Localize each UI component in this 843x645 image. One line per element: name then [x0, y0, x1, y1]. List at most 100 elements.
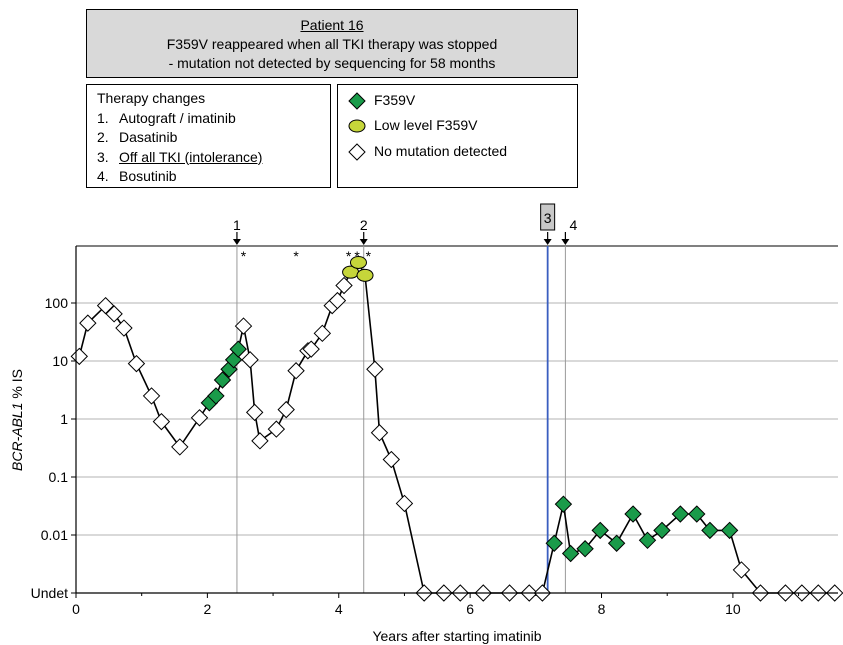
therapy-event-label: 4 — [569, 217, 577, 233]
therapy-event-box — [540, 203, 556, 231]
point-no-mutation — [142, 387, 161, 405]
point-no-mutation — [96, 296, 115, 315]
point-no-mutation — [395, 494, 414, 513]
point-no-mutation — [328, 291, 347, 310]
therapy-item: 2. Dasatinib — [97, 128, 330, 148]
legend-symbol-f359v — [348, 92, 366, 110]
point-f359v — [653, 521, 671, 540]
sequencing-asterisk: * — [354, 248, 360, 264]
legend-label-f359v: F359V — [374, 92, 416, 108]
point-no-mutation — [241, 351, 259, 369]
y-axis-title: BCR-ABL1 % IS — [9, 369, 25, 471]
sequencing-asterisk: * — [346, 248, 352, 264]
y-axis-title-unit: % IS — [9, 369, 25, 402]
point-no-mutation — [287, 362, 305, 380]
point-f359v — [229, 340, 247, 358]
point-no-mutation — [152, 412, 171, 431]
x-axis-title: Years after starting imatinib — [372, 628, 541, 644]
sequencing-asterisk: * — [366, 248, 372, 264]
therapy-item: 4. Bosutinib — [97, 167, 330, 187]
therapy-item: 1. Autograft / imatinib — [97, 109, 330, 129]
therapy-event-label: 1 — [233, 217, 241, 233]
therapy-item: 3. Off all TKI (intolerance) — [97, 148, 330, 168]
point-f359v — [638, 531, 657, 550]
x-tick-label: 4 — [335, 601, 343, 617]
y-tick-label: 0.01 — [41, 527, 68, 543]
point-no-mutation — [171, 438, 189, 456]
therapy-event-label: 2 — [360, 217, 368, 233]
therapy-changes-box: Therapy changes 1. Autograft / imatinib … — [86, 84, 331, 188]
therapy-item-number: 3. — [97, 148, 109, 165]
point-no-mutation — [127, 354, 146, 373]
x-tick-label: 2 — [203, 601, 211, 617]
point-no-mutation — [732, 561, 751, 579]
point-no-mutation — [70, 347, 88, 366]
point-no-mutation — [370, 424, 389, 442]
therapy-event-arrowhead — [232, 239, 241, 245]
legend-symbol-none — [348, 143, 366, 161]
point-f359v — [720, 521, 739, 540]
point-f359v — [701, 521, 719, 540]
point-f359v — [554, 495, 573, 513]
point-no-mutation — [277, 400, 295, 419]
y-axis-title-gene: BCR-ABL1 — [9, 403, 25, 471]
y-tick-label: 1 — [60, 411, 68, 427]
therapy-item-number: 1. — [97, 109, 109, 126]
legend: F359V Low level F359V No mutation detect… — [337, 84, 578, 188]
point-no-mutation — [105, 305, 123, 323]
point-f359v — [688, 505, 706, 523]
point-no-mutation — [251, 432, 269, 450]
legend-label-low: Low level F359V — [374, 117, 478, 133]
therapy-item-label: Off all TKI (intolerance) — [119, 148, 263, 165]
sequencing-asterisk: * — [241, 248, 247, 264]
point-f359v — [207, 387, 225, 405]
series-line — [78, 261, 835, 594]
x-tick-label: 10 — [725, 601, 741, 617]
therapy-item-label: Autograft / imatinib — [119, 109, 236, 126]
low-level-ellipse-icon — [348, 119, 366, 133]
annotation-title: Patient 16 — [300, 17, 364, 33]
x-tick-label: 6 — [466, 601, 474, 617]
point-no-mutation — [366, 360, 384, 378]
point-no-mutation — [79, 314, 97, 332]
therapy-item-number: 4. — [97, 168, 109, 184]
f359v-diamond-icon — [348, 92, 366, 110]
point-low-level-f359v — [356, 268, 374, 282]
point-low-level-f359v — [349, 255, 367, 269]
y-tick-label: 100 — [45, 295, 69, 311]
point-f359v — [671, 505, 690, 523]
point-no-mutation — [190, 409, 209, 427]
point-no-mutation — [313, 324, 332, 343]
point-f359v — [624, 505, 642, 523]
y-tick-label: Undet — [31, 585, 68, 601]
point-no-mutation — [267, 420, 286, 438]
point-f359v — [545, 534, 563, 552]
annotation-line: F359V reappeared when all TKI therapy wa… — [166, 36, 498, 52]
therapy-event-arrowhead — [359, 239, 368, 245]
therapy-item-label: Dasatinib — [119, 129, 178, 145]
therapy-item-label: Bosutinib — [119, 168, 177, 184]
therapy-item-number: 2. — [97, 129, 109, 145]
annotation-line: - mutation not detected by sequencing fo… — [168, 55, 496, 71]
point-f359v — [561, 544, 580, 563]
legend-label-none: No mutation detected — [374, 143, 508, 159]
annotation-box: Patient 16 F359V reappeared when all TKI… — [86, 9, 578, 78]
therapy-heading: Therapy changes — [97, 90, 206, 106]
point-f359v — [591, 521, 609, 540]
x-tick-label: 8 — [598, 601, 606, 617]
point-no-mutation — [302, 340, 320, 358]
point-f359v — [576, 540, 594, 558]
therapy-event-arrowhead — [561, 239, 570, 245]
legend-symbol-low — [348, 119, 366, 133]
point-no-mutation — [335, 276, 353, 295]
y-tick-label: 0.1 — [49, 469, 69, 485]
therapy-event-label: 3 — [544, 210, 552, 226]
point-no-mutation — [382, 450, 401, 469]
point-no-mutation — [115, 319, 133, 337]
point-no-mutation — [245, 403, 264, 422]
point-no-mutation — [234, 317, 253, 335]
sequencing-asterisk: * — [293, 248, 299, 264]
therapy-event-arrowhead — [543, 239, 552, 245]
no-mutation-diamond-icon — [348, 143, 366, 161]
